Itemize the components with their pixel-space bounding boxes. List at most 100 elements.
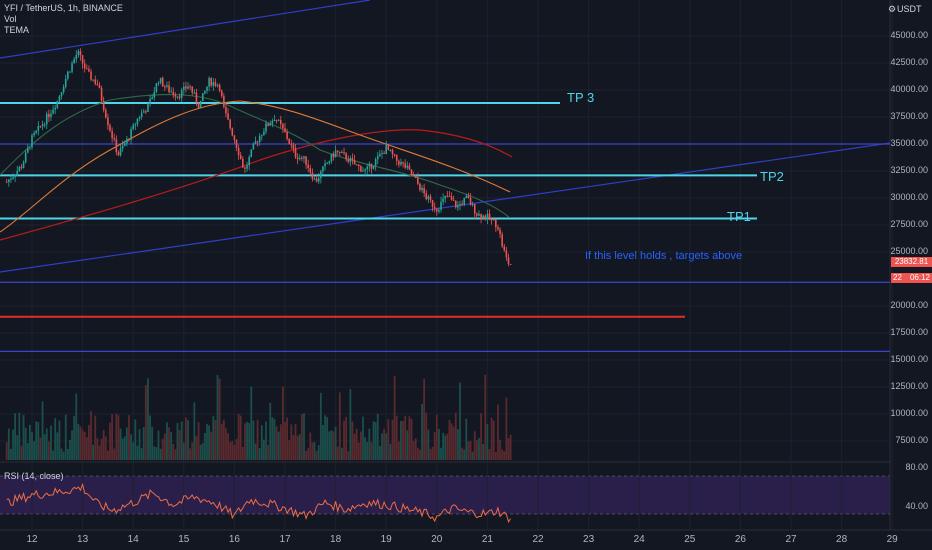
candle-body <box>94 79 97 84</box>
settings-icon[interactable]: ⚙ <box>888 4 897 14</box>
volume-bar <box>149 415 151 460</box>
volume-bar <box>490 417 493 460</box>
time-tick-label: 28 <box>836 534 848 545</box>
volume-bar <box>28 424 31 460</box>
candle-body <box>421 187 423 191</box>
candle-body <box>37 126 40 131</box>
volume-bar <box>214 420 217 460</box>
price-tick-label: 17500.00 <box>890 327 928 337</box>
volume-bar <box>250 386 253 460</box>
candle-body <box>431 200 434 207</box>
volume-bar <box>98 445 101 460</box>
volume-bar <box>66 448 69 460</box>
candle-body <box>220 90 223 97</box>
volume-bar <box>191 442 194 460</box>
volume-bar <box>22 414 25 460</box>
volume-bar <box>231 440 234 460</box>
volume-bar <box>187 420 189 460</box>
candle-body <box>336 150 339 152</box>
volume-bar <box>229 441 232 460</box>
candle-body <box>88 69 90 72</box>
candle-body <box>123 143 126 146</box>
candle-body <box>488 213 491 220</box>
volume-bar <box>482 443 485 460</box>
candle-body <box>43 124 46 126</box>
candle-body <box>119 148 122 156</box>
volume-bars <box>5 374 512 460</box>
volume-bar <box>140 448 143 460</box>
ma-green <box>0 94 511 219</box>
volume-bar <box>252 420 255 460</box>
volume-bar <box>64 414 67 460</box>
countdown-partial: 22 <box>893 273 902 282</box>
volume-bar <box>438 428 440 460</box>
candle-body <box>425 193 428 200</box>
volume-bar <box>12 429 14 460</box>
volume-bar <box>463 449 466 460</box>
candle-body <box>5 181 8 183</box>
candle-body <box>96 83 99 85</box>
candle-body <box>391 149 394 155</box>
candle-body <box>440 201 442 210</box>
volume-bar <box>444 435 447 460</box>
volume-bar <box>115 413 118 460</box>
time-tick-label: 12 <box>26 534 38 545</box>
volume-bar <box>488 449 491 460</box>
volume-bar <box>222 419 225 460</box>
candle-body <box>214 82 217 86</box>
volume-bar <box>279 424 282 460</box>
volume-bar <box>155 447 158 460</box>
candle-body <box>324 163 326 167</box>
volume-bar <box>351 421 354 460</box>
candle-body <box>90 71 92 80</box>
volume-bar <box>292 435 295 460</box>
volume-bar <box>157 430 160 460</box>
volume-bar <box>473 431 476 460</box>
price-tick-label: 27500.00 <box>890 219 928 229</box>
horizontal-levels <box>0 101 890 353</box>
candle-body <box>229 119 231 129</box>
candle-body <box>484 215 487 220</box>
volume-bar <box>425 412 428 460</box>
volume-bar <box>50 425 52 460</box>
tema-indicator-label[interactable]: TEMA <box>4 25 30 35</box>
volume-bar <box>423 378 426 460</box>
lower-trend-line[interactable] <box>0 142 891 273</box>
volume-bar <box>357 442 360 460</box>
candle-body <box>309 168 312 173</box>
candle-body <box>412 174 415 177</box>
volume-bar <box>454 412 457 460</box>
upper-trend-line[interactable] <box>0 0 371 59</box>
price-tick-label: 45000.00 <box>890 30 928 40</box>
candle-body <box>10 178 12 180</box>
volume-bar <box>75 393 78 460</box>
candle-body <box>149 99 151 104</box>
candle-body <box>303 156 305 159</box>
volume-bar <box>168 427 170 460</box>
volume-bar <box>341 447 343 460</box>
candle-body <box>12 177 14 179</box>
candle-body <box>132 124 134 130</box>
volume-bar <box>130 434 132 460</box>
time-tick-label: 15 <box>178 534 190 545</box>
candle-body <box>436 208 438 212</box>
volume-bar <box>79 426 82 460</box>
rsi-tick-80: 80.00 <box>905 462 928 472</box>
candle-body <box>279 119 282 125</box>
price-tick-label: 30000.00 <box>890 192 928 202</box>
candle-body <box>497 227 499 230</box>
candle-body <box>452 199 455 201</box>
rsi-label[interactable]: RSI (14, close) <box>4 471 64 481</box>
candle-body <box>71 63 73 72</box>
volume-indicator-label[interactable]: Vol <box>4 14 17 24</box>
candle-body <box>383 152 385 154</box>
volume-bar <box>208 425 210 460</box>
volume-bar <box>307 448 310 460</box>
volume-bar <box>258 448 261 460</box>
volume-bar <box>383 428 385 460</box>
candle-body <box>197 102 200 109</box>
candle-body <box>478 213 480 216</box>
volume-bar <box>448 419 451 460</box>
volume-bar <box>404 415 407 460</box>
